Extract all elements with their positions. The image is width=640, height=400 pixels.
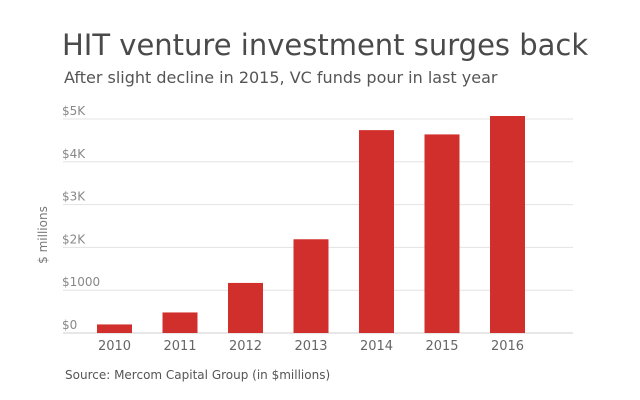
- x-tick-label: 2012: [229, 339, 262, 354]
- y-tick-label: $4K: [62, 147, 86, 161]
- bar-2013: [293, 239, 329, 333]
- x-tick-label: 2011: [163, 339, 196, 354]
- x-tick-label: 2015: [425, 339, 458, 354]
- y-tick-label: $2K: [62, 232, 86, 246]
- x-tick-label: 2016: [491, 339, 524, 354]
- bar-2010: [97, 324, 132, 333]
- x-tick-label: 2014: [360, 339, 393, 354]
- bar-2015: [424, 134, 460, 333]
- bar-2011: [162, 312, 198, 333]
- y-tick-label: $5K: [62, 104, 86, 118]
- y-tick-label: $1000: [62, 275, 100, 289]
- x-tick-label: 2013: [294, 339, 327, 354]
- bar-2012: [228, 282, 263, 333]
- y-tick-label: $3K: [62, 190, 86, 204]
- source-note: Source: Mercom Capital Group (in $millio…: [65, 368, 331, 382]
- x-tick-label: 2010: [98, 339, 131, 354]
- chart-subtitle: After slight decline in 2015, VC funds p…: [64, 68, 498, 87]
- bar-2016: [490, 116, 525, 333]
- chart-title: HIT venture investment surges back: [62, 28, 589, 62]
- y-axis-label: $ millions: [36, 206, 50, 264]
- bar-2014: [359, 130, 394, 333]
- y-tick-label: $0: [62, 318, 77, 332]
